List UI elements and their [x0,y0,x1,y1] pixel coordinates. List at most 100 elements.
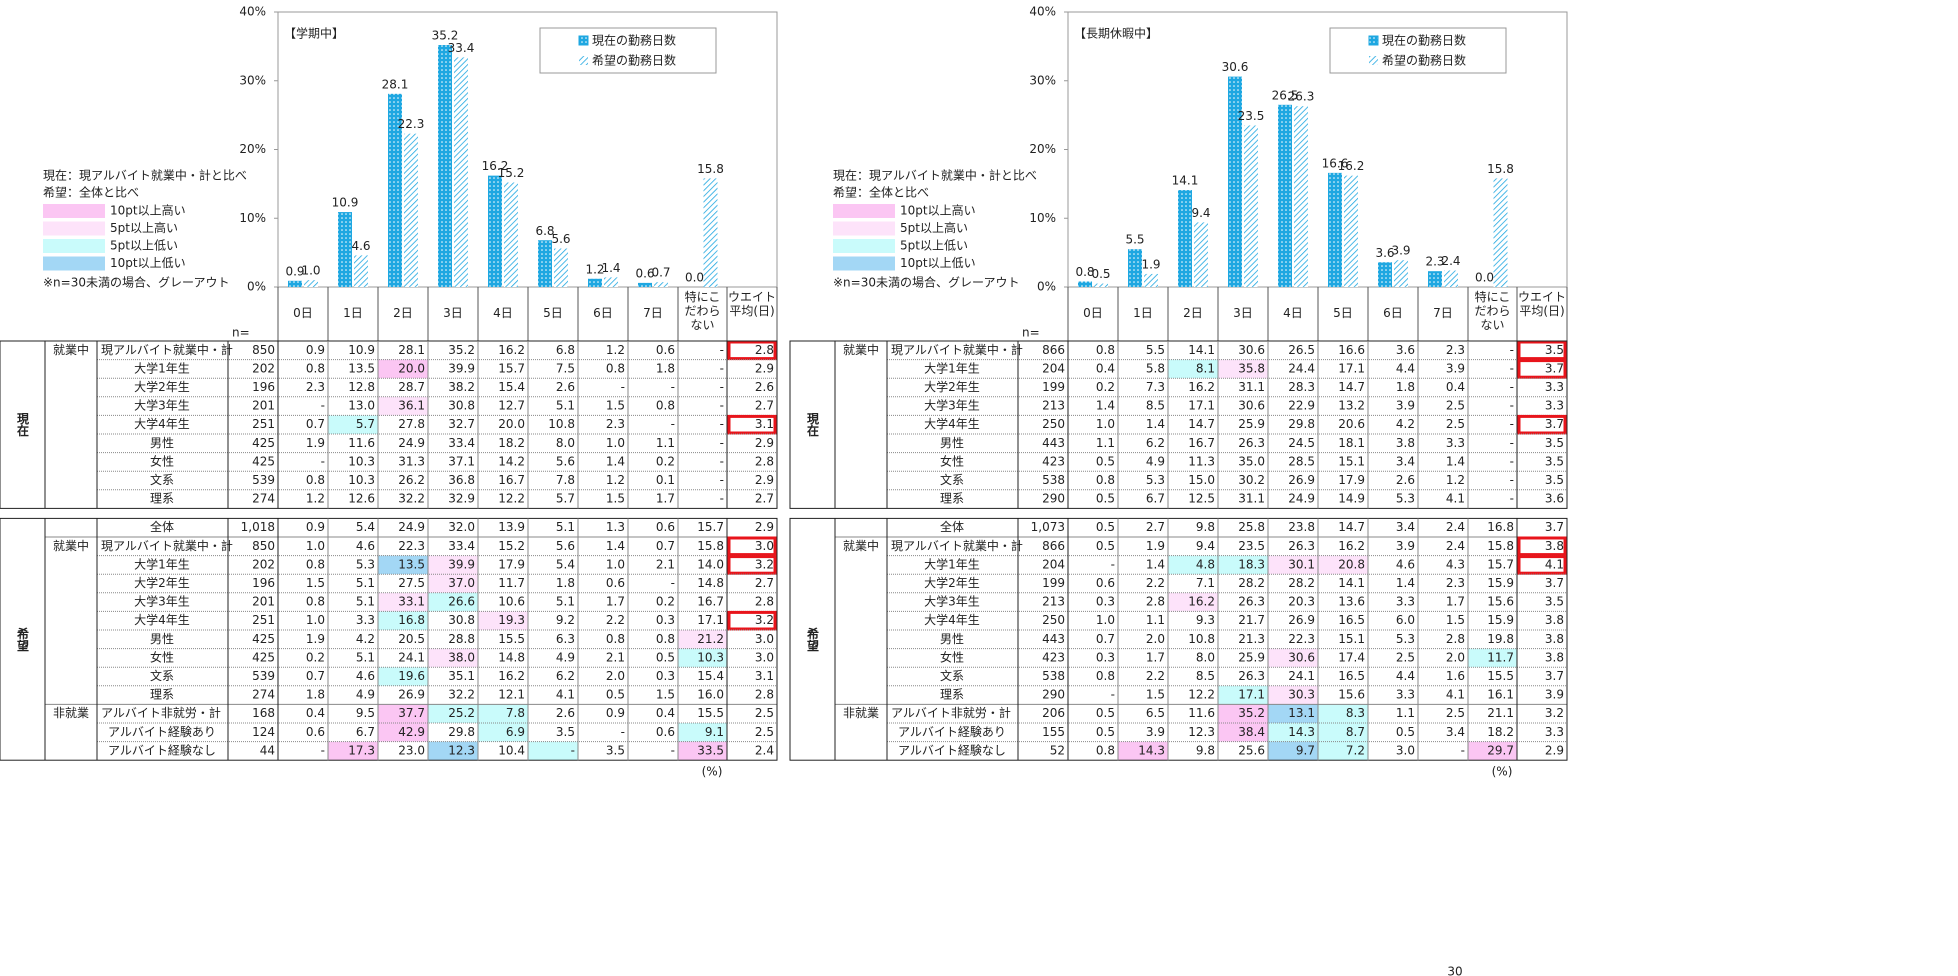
cell: 14.3 [1288,725,1315,739]
cell-shade [1218,359,1268,379]
bar [604,277,618,287]
cell-shade [1268,704,1318,723]
y-tick-label: 30% [1029,73,1056,87]
cell: 0.6 [306,725,325,739]
cell: 28.3 [1288,380,1315,394]
weight-cell: 2.8 [755,688,774,702]
cell: - [720,492,724,506]
cell: 17.9 [498,557,525,571]
cell: 9.3 [1196,613,1215,627]
cell: 37.7 [398,706,425,720]
highlight-box [1517,414,1567,435]
cell-shade [378,592,428,612]
cell: - [671,576,675,590]
cell: 33.4 [448,539,475,553]
value-label: 14.1 [1172,174,1199,188]
cell: 9.4 [1196,539,1215,553]
value-label: 0.6 [635,266,654,280]
weight-cell: 3.3 [1545,380,1564,394]
cell: 7.8 [506,706,525,720]
bar [638,282,652,287]
cell: 9.7 [1296,743,1315,757]
weight-cell: 3.8 [1545,632,1564,646]
column-header: 特にこだわらない [684,290,721,332]
column-header: 5日 [543,306,563,320]
n-cell: 539 [252,473,275,487]
cell-shade [1318,723,1368,742]
cell: 4.1 [1446,688,1465,702]
cell: 1.7 [656,492,675,506]
cell: 5.7 [556,492,575,506]
row-label: 大学3年生 [134,398,190,413]
cell: 12.3 [448,743,475,757]
column-header-box: 2日 [1183,306,1203,320]
weight-cell: 2.8 [755,595,774,609]
cell: 2.4 [1446,539,1465,553]
cell: 3.5 [556,725,575,739]
cell: 5.3 [356,557,375,571]
weight-cell: 2.9 [755,361,774,375]
cell: 12.3 [1188,725,1215,739]
cell: 16.2 [1338,539,1365,553]
cell: 1.7 [606,595,625,609]
cell: 16.7 [498,473,525,487]
row-label: 大学4年生 [924,612,980,627]
cell: 0.6 [1096,576,1115,590]
weight-cell: 2.9 [755,520,774,534]
cell: 11.7 [498,576,525,590]
cell: 0.3 [656,669,675,683]
row-label: 大学3年生 [134,594,190,609]
cell: - [1510,343,1514,357]
weight-cell: 3.8 [1545,613,1564,627]
column-header: 1日 [343,306,363,320]
weight-cell: 3.2 [1545,706,1564,720]
shade-label: 5pt以上高い [110,220,178,235]
cell: 18.1 [1338,436,1365,450]
cell: 7.2 [1346,743,1365,757]
weight-cell: 3.3 [1545,725,1564,739]
n-cell: 538 [1042,669,1065,683]
column-header-box: ウエイト平均(日) [728,290,776,318]
cell: 28.2 [1238,576,1265,590]
cell: 19.3 [498,613,525,627]
cell: 5.1 [556,399,575,413]
cell: 0.5 [1396,725,1415,739]
cell: 1.9 [306,436,325,450]
cell: 8.0 [1196,650,1215,664]
bar [1128,249,1142,287]
cell: 3.5 [606,743,625,757]
row-label: 大学2年生 [134,379,190,394]
cell: 15.7 [498,361,525,375]
value-label: 5.6 [551,232,570,246]
weight-cell: 3.0 [755,632,774,646]
bar [488,175,502,287]
cell: 2.5 [1396,650,1415,664]
cell: 12.1 [498,688,525,702]
cell: 1.1 [1096,436,1115,450]
cell-shade [478,723,528,742]
weight-cell: 3.0 [755,650,774,664]
value-label: 1.0 [301,264,320,278]
value-label: 3.6 [1375,246,1394,260]
cell: 31.1 [1238,492,1265,506]
cell: 13.5 [398,557,425,571]
value-label: 4.6 [351,239,370,253]
cell: 31.1 [1238,380,1265,394]
cell: 16.2 [498,669,525,683]
cell: 12.6 [348,492,375,506]
column-header: 4日 [493,306,513,320]
bar [1444,270,1458,287]
n-cell: 425 [252,650,275,664]
cell: 0.6 [656,343,675,357]
cell: - [720,343,724,357]
cell: 15.7 [697,520,724,534]
cell: 16.8 [398,613,425,627]
row-label: 男性 [940,436,964,450]
cell: 17.3 [348,743,375,757]
cell: 2.3 [1446,343,1465,357]
cell: 3.3 [1396,595,1415,609]
row-label: 大学3年生 [924,594,980,609]
value-label: 9.4 [1191,206,1210,220]
n-cell: 1,073 [1031,520,1065,534]
